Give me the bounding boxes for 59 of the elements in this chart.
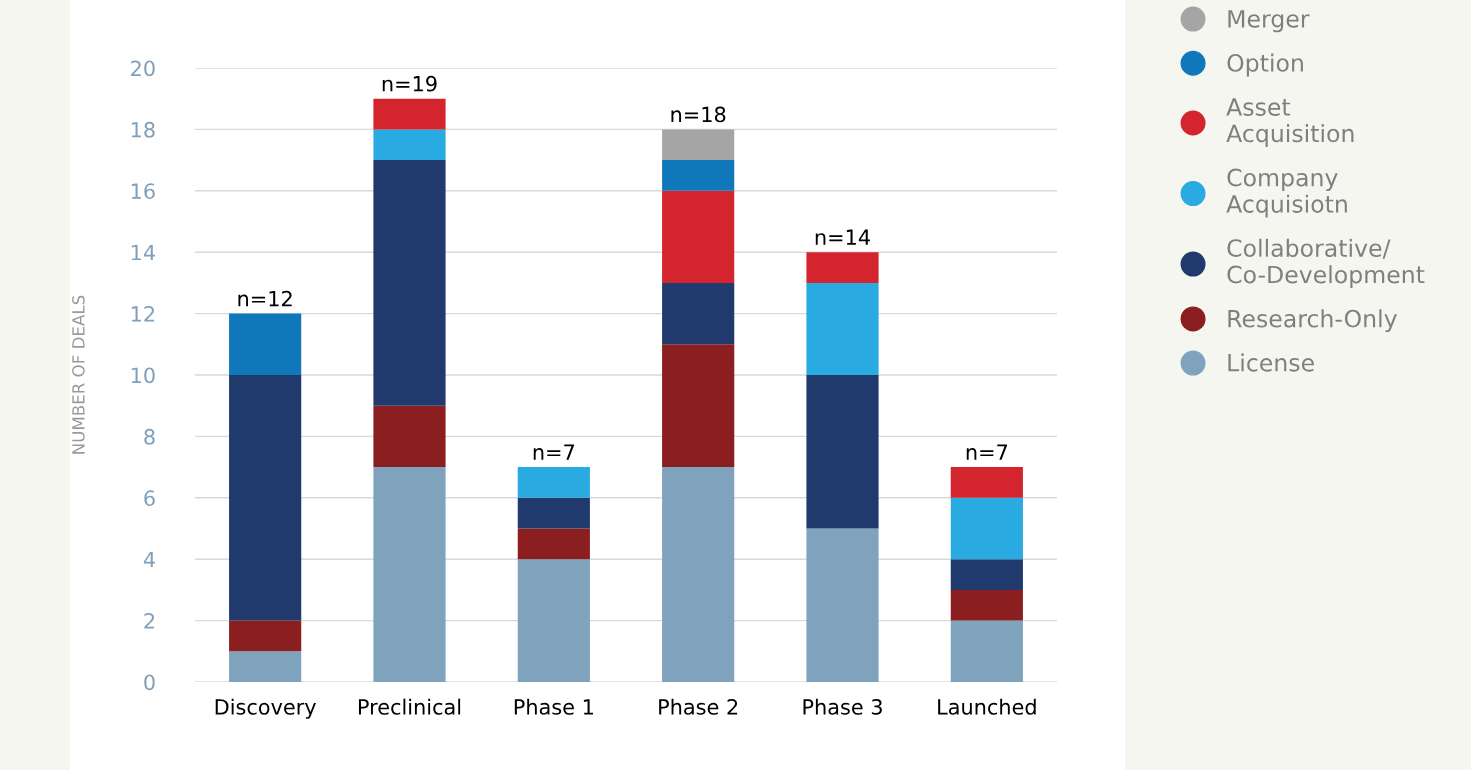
legend-label: Collaborative/ Co-Development bbox=[1227, 238, 1425, 289]
bar bbox=[662, 160, 735, 191]
bar bbox=[806, 252, 879, 283]
total-label: n=14 bbox=[815, 229, 870, 245]
bar bbox=[517, 497, 590, 529]
bar bbox=[662, 190, 735, 283]
bar bbox=[806, 375, 879, 529]
legend-label: License bbox=[1228, 353, 1314, 372]
bar bbox=[373, 129, 446, 161]
bar bbox=[662, 467, 735, 682]
y-tick-label: 4 bbox=[143, 551, 155, 568]
bar bbox=[229, 620, 302, 652]
bar bbox=[662, 282, 735, 345]
y-tick-label: 8 bbox=[144, 428, 155, 445]
legend-label: Merger bbox=[1228, 10, 1310, 33]
x-tick-label: Discovery bbox=[215, 698, 316, 719]
y-tick-label: 14 bbox=[131, 244, 155, 261]
bar bbox=[806, 528, 879, 682]
legend-label: Option bbox=[1227, 53, 1303, 77]
bar bbox=[229, 375, 302, 621]
y-tick-label: 6 bbox=[144, 490, 155, 507]
x-tick-label: Launched bbox=[938, 698, 1036, 715]
legend-label: Company Acquisiotn bbox=[1226, 168, 1347, 218]
bar bbox=[229, 651, 302, 682]
bar bbox=[662, 344, 735, 468]
bar bbox=[373, 467, 446, 682]
bar bbox=[950, 559, 1023, 590]
bar bbox=[517, 528, 590, 560]
bar bbox=[950, 620, 1023, 682]
total-label: n=18 bbox=[671, 106, 726, 123]
x-tick-label: Phase 2 bbox=[659, 698, 738, 715]
bar bbox=[806, 282, 879, 375]
bar bbox=[373, 160, 446, 406]
x-tick-label: Phase 3 bbox=[803, 698, 882, 715]
bar bbox=[517, 467, 590, 498]
bar bbox=[229, 313, 302, 375]
bar bbox=[950, 467, 1023, 498]
bar bbox=[662, 129, 735, 161]
y-tick-label: 2 bbox=[144, 613, 155, 629]
y-tick-label: 0 bbox=[144, 674, 155, 691]
y-axis-title: NUMBER OF DEALS bbox=[72, 295, 85, 454]
total-label: n=12 bbox=[238, 290, 292, 307]
total-label: n=19 bbox=[382, 75, 437, 92]
x-tick-label: Preclinical bbox=[358, 698, 461, 715]
bar bbox=[950, 589, 1023, 621]
y-tick-label: 20 bbox=[131, 60, 155, 77]
y-tick-label: 18 bbox=[131, 121, 155, 138]
legend-label: Research-Only bbox=[1228, 309, 1397, 333]
total-label: n=7 bbox=[533, 444, 575, 460]
y-tick-label: 10 bbox=[131, 367, 155, 384]
bar bbox=[517, 559, 590, 682]
x-tick-label: Phase 1 bbox=[514, 698, 593, 715]
y-tick-label: 16 bbox=[131, 183, 155, 200]
y-tick-label: 12 bbox=[131, 306, 155, 322]
legend-label: Asset Acquisition bbox=[1226, 98, 1354, 147]
bar bbox=[373, 405, 446, 468]
bar bbox=[950, 497, 1023, 560]
bar bbox=[373, 98, 446, 130]
total-label: n=7 bbox=[966, 444, 1008, 460]
